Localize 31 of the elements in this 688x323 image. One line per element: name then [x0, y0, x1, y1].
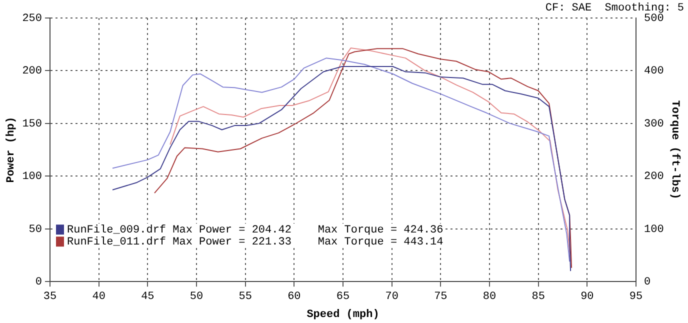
x-axis-title: Speed (mph) [306, 309, 380, 322]
y2-axis-title: Torque (ft-lbs) [668, 100, 682, 200]
y-axis-title: Power (hp) [5, 116, 18, 183]
y2-tick-label: 400 [644, 66, 664, 78]
y2-tick-label: 500 [644, 12, 664, 25]
y-tick-label: 0 [35, 276, 42, 289]
legend-label: RunFile_011.drf Max Power = 221.33 Max Torque = 443.14 [67, 236, 444, 249]
y-tick-label: 50 [28, 224, 42, 236]
text: CF: SAE Smoothing: 5 [545, 2, 684, 14]
x-tick-label: 75 [434, 291, 448, 304]
x-tick-label: 50 [190, 291, 204, 304]
x-tick-label: 40 [92, 291, 106, 304]
y-tick-label: 250 [22, 12, 42, 25]
x-tick-label: 95 [629, 291, 643, 304]
x-tick-label: 90 [580, 291, 594, 304]
y2-tick-label: 300 [644, 118, 664, 130]
x-tick-label: 70 [385, 291, 398, 304]
x-tick-label: 55 [238, 291, 252, 304]
legend-label: RunFile_009.drf Max Power = 204.42 Max Torque = 424.36 [67, 224, 444, 237]
x-tick-label: 35 [43, 291, 57, 304]
y-tick-label: 200 [22, 66, 42, 78]
x-tick-label: 45 [141, 291, 154, 304]
y2-tick-label: 0 [644, 276, 651, 289]
y2-tick-label: 100 [644, 224, 664, 236]
x-tick-label: 85 [532, 291, 545, 304]
y-tick-label: 150 [22, 118, 42, 130]
y-tick-label: 100 [22, 171, 42, 184]
x-tick-label: 65 [336, 291, 350, 304]
y2-tick-label: 200 [644, 171, 664, 184]
x-tick-label: 80 [482, 291, 496, 304]
x-tick-label: 60 [288, 291, 301, 304]
